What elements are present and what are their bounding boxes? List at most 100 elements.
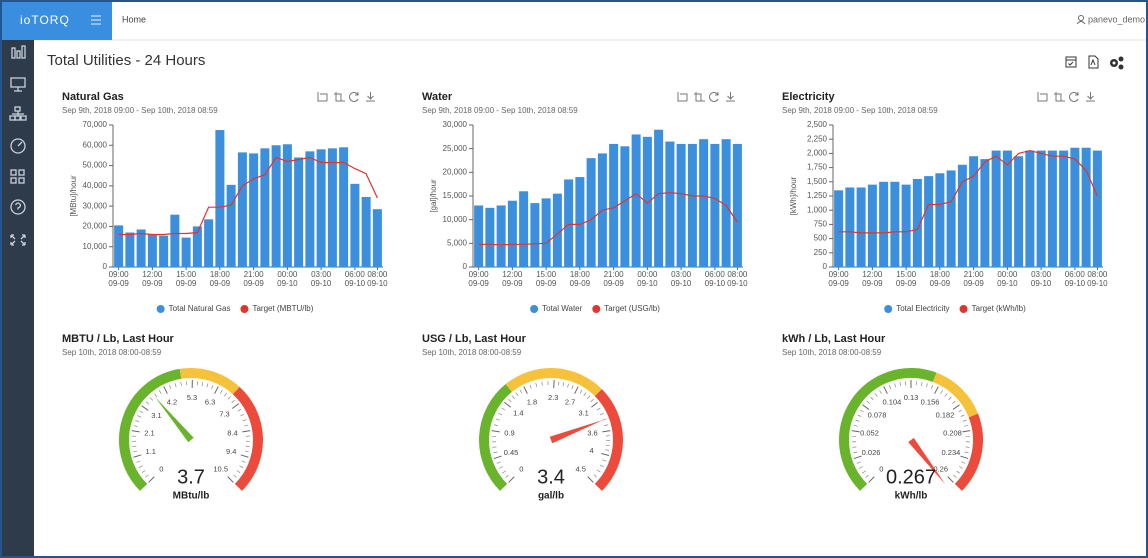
gauge-tick-label: 6.3 [205, 398, 215, 407]
user-icon[interactable] [1076, 15, 1086, 25]
x-tick-label: 09-10 [671, 279, 692, 288]
major-tick [601, 452, 610, 457]
gauge-tick-label: 3.1 [151, 411, 161, 420]
bar [586, 158, 596, 267]
minor-tick [515, 392, 519, 397]
minor-tick [502, 470, 506, 474]
minor-tick [865, 474, 869, 478]
legend-label[interactable]: Total Electricity [896, 304, 949, 313]
x-tick-label: 18:00 [930, 270, 951, 279]
toolbar-icon[interactable] [708, 92, 719, 102]
nav-grid[interactable] [10, 169, 25, 184]
toolbar-icon[interactable] [1086, 92, 1095, 102]
gauge-tick-label: 0 [159, 465, 163, 474]
minor-tick [239, 465, 244, 469]
y-tick-label: 10,000 [443, 215, 468, 224]
minor-tick [211, 385, 214, 390]
minor-tick [960, 414, 965, 417]
toolbar-icon[interactable] [366, 92, 375, 102]
nav-fullscreen[interactable] [10, 234, 26, 246]
nav-monitor[interactable] [10, 77, 26, 92]
x-tick-label: 09-09 [176, 279, 197, 288]
legend-marker[interactable] [959, 305, 968, 313]
minor-tick [174, 383, 177, 388]
toolbar-icon[interactable] [694, 92, 705, 102]
y-tick-label: 30,000 [83, 201, 108, 210]
x-tick-label: 21:00 [604, 270, 625, 279]
legend-marker[interactable] [156, 305, 165, 313]
legend-label[interactable]: Target (MBTU/lb) [252, 304, 313, 313]
menu-toggle[interactable] [91, 15, 101, 25]
minor-tick [926, 383, 928, 388]
toolbar-icon[interactable] [317, 92, 328, 102]
toolbar-icon[interactable] [1037, 92, 1048, 102]
breadcrumb[interactable]: Home [122, 14, 146, 24]
bar [1036, 150, 1046, 267]
settings-button[interactable] [1110, 56, 1124, 70]
user-name[interactable]: panevo_demo [1088, 14, 1145, 24]
bar [485, 207, 495, 267]
toolbar-icon[interactable] [334, 92, 345, 102]
minor-tick [958, 409, 962, 413]
x-tick-label: 12:00 [862, 270, 883, 279]
pdf-button[interactable] [1088, 55, 1099, 69]
minor-tick [498, 412, 503, 416]
toolbar-icon[interactable] [1068, 92, 1079, 102]
logo-box[interactable] [2, 2, 112, 40]
gauge-subtitle: Sep 10th, 2018 08:00-08:59 [62, 348, 162, 357]
gauge-value: 3.4 [537, 466, 565, 488]
minor-tick [519, 389, 523, 394]
bar [1047, 150, 1057, 267]
gauge-tick-label: 0.078 [868, 410, 887, 419]
bar [327, 148, 337, 267]
legend-marker[interactable] [240, 305, 249, 313]
nav-help[interactable] [10, 199, 26, 215]
brand[interactable]: ioTORQ [20, 13, 70, 27]
y-axis-label: [gal]/hour [429, 179, 438, 213]
minor-tick [604, 424, 609, 427]
toolbar-icon[interactable] [677, 92, 688, 102]
gauge-band [839, 368, 937, 491]
legend-label[interactable]: Target (USG/lb) [604, 304, 660, 313]
major-tick [214, 386, 219, 394]
calendar-button[interactable] [1065, 56, 1077, 68]
y-tick-label: 1,750 [807, 163, 828, 172]
y-tick-label: 40,000 [83, 181, 108, 190]
toolbar-icon[interactable] [726, 92, 735, 102]
legend-label[interactable]: Total Natural Gas [169, 304, 231, 313]
x-tick-label: 06:00 [345, 270, 366, 279]
minor-tick [133, 425, 138, 427]
minor-tick [231, 399, 235, 404]
nav-charts[interactable] [11, 45, 26, 59]
legend-marker[interactable] [592, 305, 601, 313]
major-tick [862, 404, 870, 410]
major-tick [141, 405, 149, 411]
x-tick-label: 09-09 [243, 279, 264, 288]
legend-marker[interactable] [884, 305, 893, 313]
bar [114, 225, 124, 267]
legend-label[interactable]: Target (kWh/lb) [972, 304, 1027, 313]
bar [147, 234, 157, 267]
minor-tick [138, 465, 143, 469]
minor-tick [154, 393, 158, 398]
major-tick [574, 386, 579, 394]
nav-hierarchy[interactable] [9, 106, 27, 121]
charts: Natural Gas Sep 9th, 2018 09:00 - Sep 10t… [62, 91, 1108, 502]
bar [879, 181, 889, 267]
bar [912, 178, 922, 267]
gauge-tick-label: 0.182 [936, 410, 955, 419]
bar [1092, 150, 1102, 267]
y-tick-label: 15,000 [443, 191, 468, 200]
x-tick-label: 09:00 [109, 270, 130, 279]
legend-label[interactable]: Total Water [542, 304, 582, 313]
toolbar-icon[interactable] [1054, 92, 1065, 102]
bar [282, 144, 292, 267]
nav-gauge[interactable] [10, 138, 26, 154]
gauge-tick-label: 0.234 [942, 448, 961, 457]
bar [192, 226, 202, 267]
minor-tick [593, 474, 598, 478]
legend-marker[interactable] [530, 305, 539, 313]
toolbar-icon[interactable] [348, 92, 359, 102]
bar [676, 143, 686, 267]
